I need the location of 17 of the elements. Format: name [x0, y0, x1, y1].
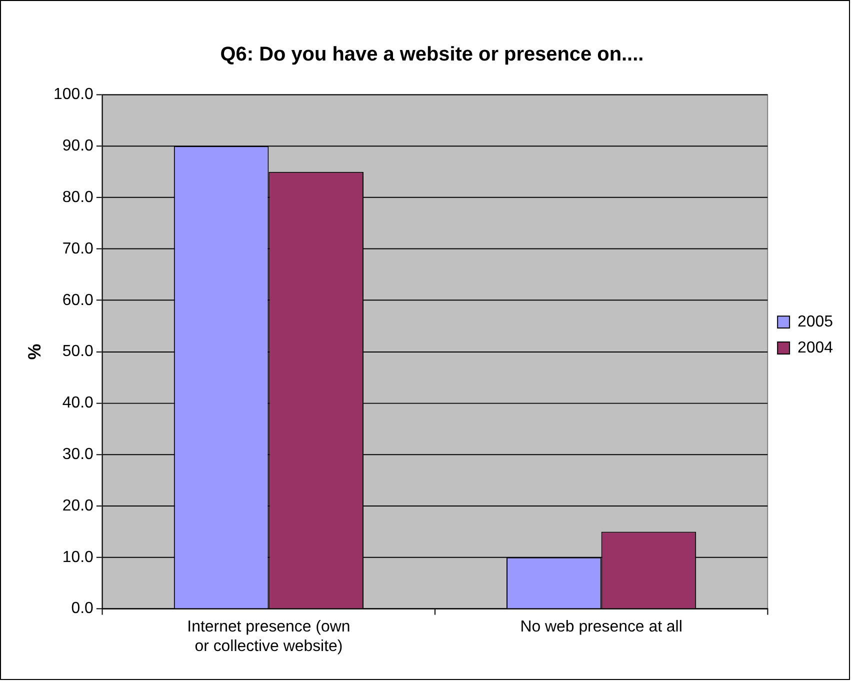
- x-tick-label: No web presence at all: [520, 618, 682, 636]
- y-tick-label: 80.0: [62, 188, 94, 206]
- legend-label: 2005: [798, 313, 834, 330]
- legend-label: 2004: [798, 339, 834, 356]
- y-tick-label: 90.0: [62, 138, 94, 155]
- x-tick-label: Internet presence (own or collective website): [187, 618, 350, 655]
- y-tick-label: 70.0: [62, 240, 94, 258]
- y-axis-title: %: [24, 344, 45, 360]
- y-tick-label: 60.0: [62, 292, 94, 309]
- chart-title: Q6: Do you have a website or presence on....: [220, 43, 644, 66]
- y-tick-label: 10.0: [62, 548, 94, 566]
- y-tick-label: 40.0: [62, 394, 94, 412]
- y-tick-label: 20.0: [62, 497, 94, 514]
- y-tick-label: 0.0: [71, 600, 94, 618]
- y-tick-label: 50.0: [62, 343, 94, 360]
- y-tick-label: 100.0: [54, 86, 94, 104]
- y-tick-label: 30.0: [62, 446, 94, 463]
